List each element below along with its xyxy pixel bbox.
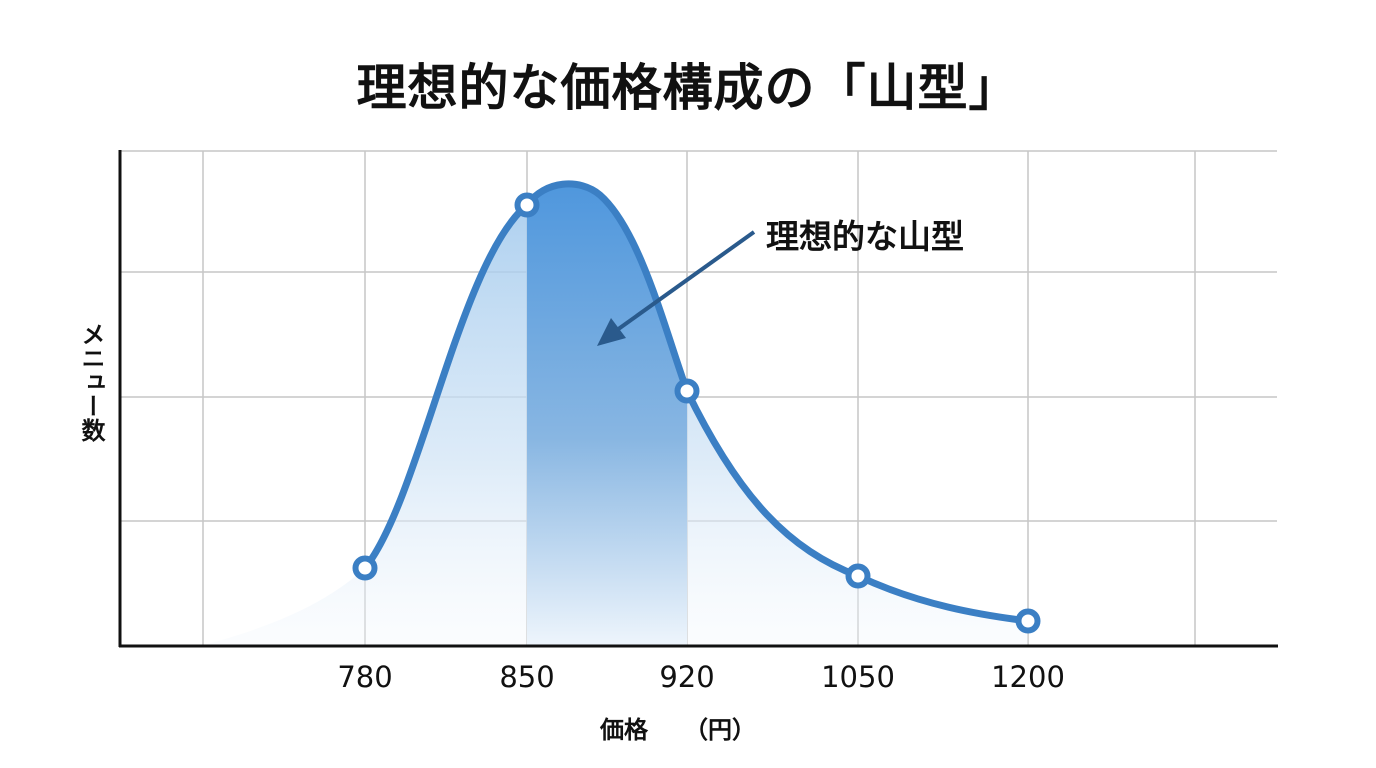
point-920: [674, 378, 700, 404]
annotation-label: 理想的な山型: [766, 217, 964, 256]
chart-title: 理想的な価格構成の「山型」: [356, 59, 1020, 117]
x-tick-920: 920: [659, 660, 715, 694]
axes: [118, 150, 1278, 648]
point-1200: [1015, 608, 1041, 634]
point-1050: [845, 563, 871, 589]
x-tick-1050: 1050: [821, 660, 895, 694]
point-850: [514, 192, 540, 218]
highlight-band: [527, 183, 687, 646]
x-axis-label: 価格 （円）: [600, 716, 756, 744]
point-780: [352, 555, 378, 581]
x-tick-850: 850: [499, 660, 555, 694]
x-tick-780: 780: [337, 660, 393, 694]
data-points: [352, 192, 1041, 634]
y-axis-label: メニュー数: [77, 322, 105, 442]
x-tick-1200: 1200: [991, 660, 1065, 694]
annotation-arrow-icon: [597, 230, 756, 346]
